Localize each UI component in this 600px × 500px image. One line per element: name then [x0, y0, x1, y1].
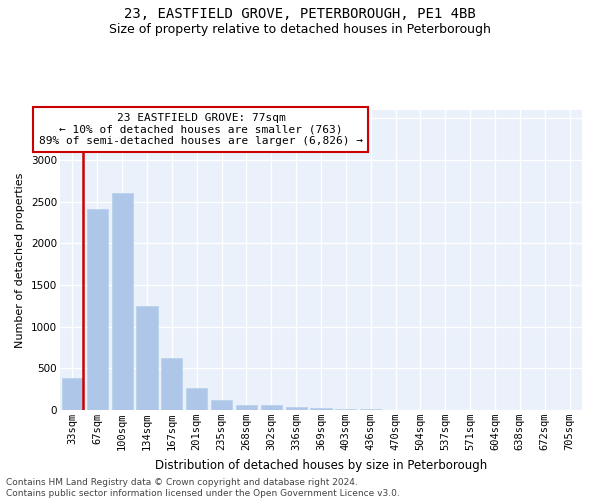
Bar [136, 306, 158, 410]
Y-axis label: Number of detached properties: Number of detached properties [16, 172, 25, 348]
Bar [286, 407, 307, 410]
Bar [87, 209, 108, 410]
Text: Size of property relative to detached houses in Peterborough: Size of property relative to detached ho… [109, 22, 491, 36]
Bar [161, 358, 182, 410]
Bar [236, 404, 257, 410]
Text: Contains HM Land Registry data © Crown copyright and database right 2024.
Contai: Contains HM Land Registry data © Crown c… [6, 478, 400, 498]
Text: 23 EASTFIELD GROVE: 77sqm
← 10% of detached houses are smaller (763)
89% of semi: 23 EASTFIELD GROVE: 77sqm ← 10% of detac… [39, 113, 363, 146]
Bar [211, 400, 232, 410]
Bar [335, 409, 356, 410]
X-axis label: Distribution of detached houses by size in Peterborough: Distribution of detached houses by size … [155, 458, 487, 471]
Bar [261, 406, 282, 410]
Bar [360, 409, 381, 410]
Bar [310, 408, 332, 410]
Text: 23, EASTFIELD GROVE, PETERBOROUGH, PE1 4BB: 23, EASTFIELD GROVE, PETERBOROUGH, PE1 4… [124, 8, 476, 22]
Bar [112, 194, 133, 410]
Bar [62, 378, 83, 410]
Bar [186, 388, 207, 410]
